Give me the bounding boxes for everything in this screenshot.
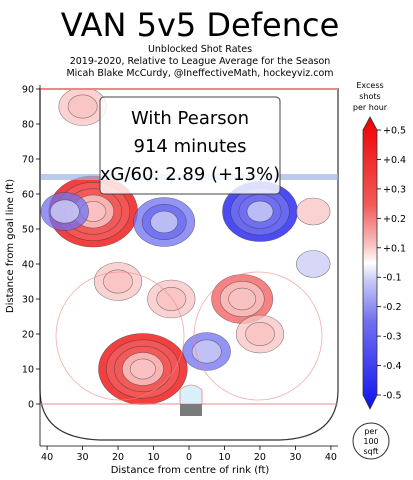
heatmap-contour: [129, 358, 156, 380]
heatmap-contour: [150, 210, 179, 234]
x-tick-label: 0: [186, 452, 192, 463]
heatmap-regions: [40, 88, 331, 405]
colorbar: Excess shots per hour +0.5+0.4+0.3+0.2+0…: [353, 81, 406, 410]
goal-crease: [179, 384, 203, 405]
heatmap-region: [296, 197, 331, 226]
colorbar-tick-label: +0.2: [383, 214, 406, 225]
colorbar-tick-label: +0.1: [383, 243, 406, 254]
x-tick-label: 10: [147, 452, 159, 463]
heatmap-region: [147, 279, 196, 319]
unit-badge: per 100 sqft: [352, 422, 390, 460]
heatmap-contour: [296, 250, 331, 278]
info-box: With Pearson 914 minutes xG/60: 2.89 (+1…: [99, 96, 281, 195]
y-tick-label: 40: [22, 260, 34, 271]
chart-subtitle-3: Micah Blake McCurdy, @IneffectiveMath, h…: [66, 68, 333, 79]
heatmap-contour: [296, 197, 331, 226]
faceoff-circle-left: [55, 271, 185, 401]
heatmap-region: [93, 262, 143, 301]
colorbar-tick-label: -0.1: [383, 273, 402, 284]
heatmap-region: [222, 181, 298, 242]
info-box-frame: [99, 96, 281, 195]
colorbar-ticks: +0.5 +0.4 +0.3 +0.2 +0.1 -0.1 -0.2 -0.3 -0.4 -0.5: [377, 126, 406, 402]
unit-badge-line-1: per: [364, 427, 378, 436]
unit-badge-circle: [352, 422, 390, 460]
y-tick-label: 90: [22, 85, 34, 96]
heatmap-region: [296, 250, 331, 278]
x-tick-label: 20: [112, 452, 124, 463]
y-tick-label: 20: [22, 330, 34, 341]
colorbar-title-2: shots: [359, 92, 380, 101]
colorbar-tick-label: +0.5: [383, 126, 406, 137]
unit-badge-line-3: sqft: [363, 447, 378, 456]
axes: 40 30 20 10 0 10 20 30 40 0 10 20 30 40 50 60 70 80 90: [22, 85, 338, 463]
chart-title: VAN 5v5 Defence: [61, 6, 340, 44]
rink-boards: [39, 88, 339, 441]
heatmap-region: [133, 197, 196, 247]
heatmap-region: [235, 314, 285, 354]
x-tick-label: 10: [218, 452, 230, 463]
colorbar-tick-label: -0.4: [383, 361, 402, 372]
y-tick-label: 10: [22, 365, 34, 376]
x-tick-label: 40: [41, 452, 53, 463]
heatmap-region: [182, 332, 231, 371]
x-tick-label: 30: [289, 452, 301, 463]
heatmap-contour: [103, 269, 133, 294]
heatmap-contour: [245, 321, 275, 346]
colorbar-tick-label: -0.5: [383, 391, 402, 402]
heatmap-contour: [156, 286, 187, 311]
chart-subtitle-1: Unblocked Shot Rates: [148, 44, 252, 55]
heatmap-contour: [49, 199, 80, 224]
colorbar-tick-label: +0.4: [383, 155, 406, 166]
heatmap-region: [58, 88, 107, 126]
heatmap-region: [98, 333, 188, 405]
colorbar-title-3: per hour: [353, 103, 388, 112]
colorbar-bar: [362, 116, 378, 410]
x-tick-label: 20: [254, 452, 266, 463]
goal-net: [180, 404, 202, 416]
info-line-player: With Pearson: [131, 108, 249, 129]
y-axis-label: Distance from goal line (ft): [5, 179, 16, 313]
y-tick-label: 60: [22, 190, 34, 201]
y-tick-label: 0: [28, 400, 34, 411]
unit-badge-line-2: 100: [363, 437, 378, 446]
heatmap-contour: [246, 200, 274, 223]
colorbar-title-1: Excess: [356, 81, 383, 90]
x-tick-label: 30: [77, 452, 89, 463]
y-tick-label: 80: [22, 120, 34, 131]
faceoff-circle-right: [193, 271, 323, 401]
info-line-xg: xG/60: 2.89 (+13%): [100, 164, 280, 185]
chart-subtitle-2: 2019-2020, Relative to League Average fo…: [70, 56, 331, 67]
info-line-minutes: 914 minutes: [134, 136, 247, 157]
colorbar-tick-label: -0.3: [383, 332, 402, 343]
heatmap-contour: [191, 339, 222, 364]
y-tick-label: 50: [22, 225, 34, 236]
y-tick-label: 70: [22, 155, 34, 166]
y-tick-label: 30: [22, 295, 34, 306]
colorbar-tick-label: -0.2: [383, 302, 402, 313]
heatmap-region: [40, 192, 89, 231]
x-tick-label: 40: [325, 452, 337, 463]
heatmap-contour: [67, 94, 98, 119]
heatmap-contour: [228, 287, 257, 311]
colorbar-tick-label: +0.3: [383, 184, 406, 195]
x-axis-label: Distance from centre of rink (ft): [111, 465, 270, 476]
